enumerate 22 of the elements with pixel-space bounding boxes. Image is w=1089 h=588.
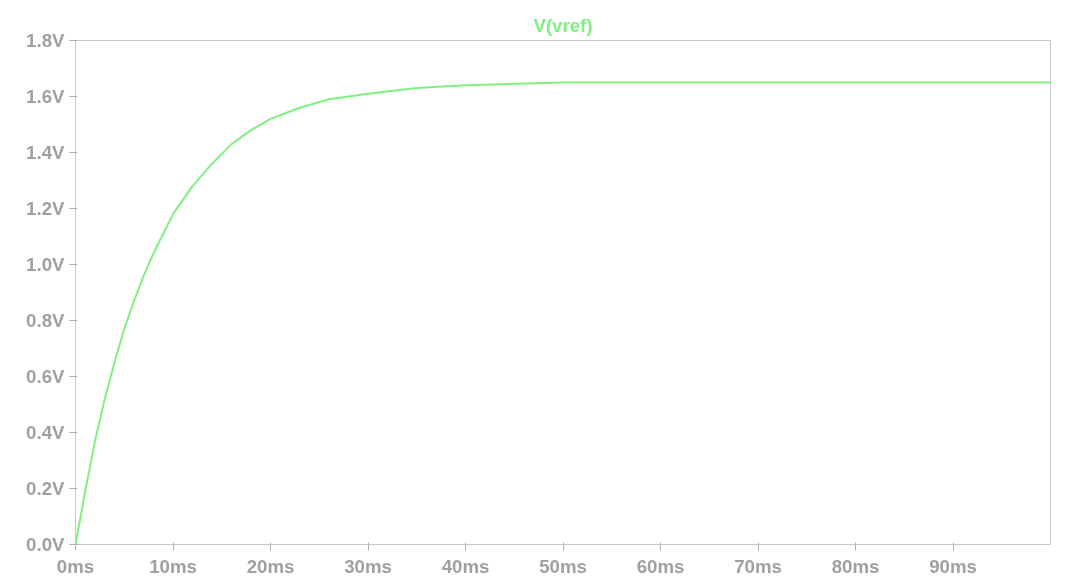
x-tick-label: 90ms: [929, 555, 977, 577]
x-tick-label: 0ms: [56, 555, 95, 577]
x-tick-label: 60ms: [636, 555, 685, 577]
y-tick-label: 1.4V: [26, 142, 66, 163]
y-tick-label: 0.0V: [26, 534, 66, 555]
y-tick-label: 0.4V: [26, 422, 66, 443]
x-tick-label: 40ms: [441, 555, 490, 577]
x-tick-label: 20ms: [246, 555, 295, 577]
x-tick-label: 50ms: [539, 555, 587, 577]
y-tick-label: 0.8V: [26, 310, 66, 331]
y-tick-label: 1.8V: [26, 30, 66, 51]
y-tick-label: 1.6V: [26, 86, 66, 107]
x-tick-label: 30ms: [344, 555, 392, 577]
x-tick-label: 10ms: [149, 555, 197, 577]
text: V(vref): [533, 14, 593, 36]
y-tick-label: 1.0V: [26, 254, 66, 275]
y-tick-label: 1.2V: [26, 198, 66, 219]
x-tick-label: 80ms: [831, 555, 880, 577]
y-tick-label: 0.2V: [26, 478, 66, 499]
y-tick-label: 0.6V: [26, 366, 66, 387]
x-tick-label: 70ms: [734, 555, 782, 577]
line-series: [75, 81, 1051, 545]
